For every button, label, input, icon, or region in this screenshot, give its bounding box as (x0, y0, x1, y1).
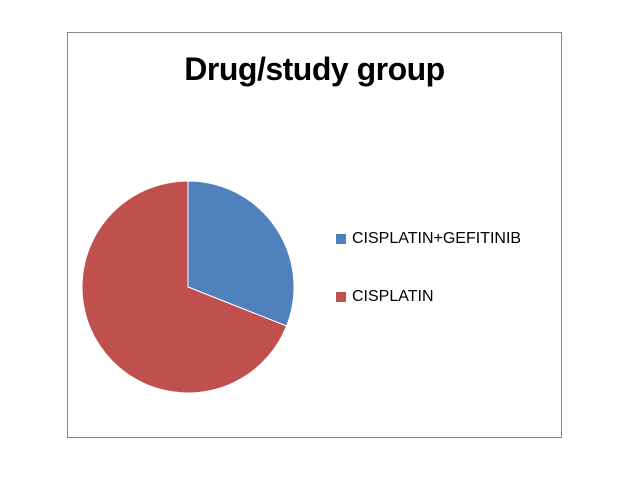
chart-title: Drug/study group (184, 51, 445, 87)
legend-item-0: CISPLATIN+GEFITINIB (336, 229, 521, 249)
chart-area: Drug/study group CISPLATIN+GEFITINIB CISP… (67, 32, 562, 438)
chart-legend: CISPLATIN+GEFITINIB CISPLATIN (336, 229, 521, 345)
legend-item-1: CISPLATIN (336, 287, 521, 307)
legend-swatch-1 (336, 292, 346, 302)
legend-label-1: CISPLATIN (352, 288, 434, 305)
legend-label-0: CISPLATIN+GEFITINIB (352, 230, 522, 247)
pie-slice-1 (81, 180, 288, 394)
pie-chart (81, 180, 295, 394)
pie-slice-0 (187, 180, 295, 327)
legend-swatch-0 (336, 234, 346, 244)
